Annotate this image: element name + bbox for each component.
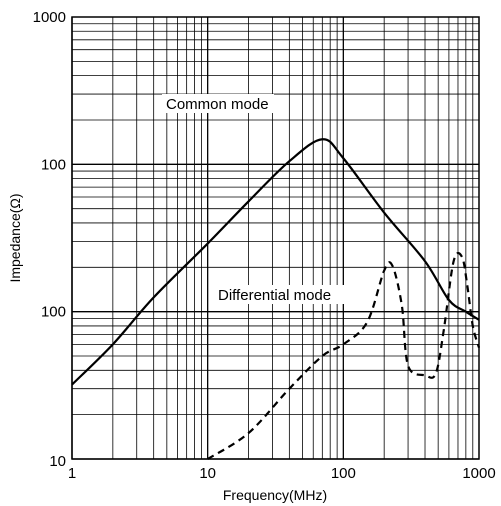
annotation-common-bg <box>162 94 274 113</box>
y-tick-labels: 10100100100010000 <box>33 9 66 470</box>
y-axis-title: Impedance(Ω) <box>7 193 23 282</box>
x-tick-label: 1000 <box>462 465 495 482</box>
annotation-differential-bg <box>214 285 364 304</box>
minor-gridlines <box>72 17 479 459</box>
y-tick-label: 100 <box>41 156 66 173</box>
major-gridlines <box>71 17 479 460</box>
x-tick-label: 10 <box>199 465 216 482</box>
series-layer <box>71 138 481 460</box>
x-tick-label: 1 <box>68 465 76 482</box>
x-tick-label: 100 <box>331 465 356 482</box>
y-tick-label: 100 <box>41 304 66 321</box>
y-tick-label: 1000 <box>33 9 66 26</box>
plot-frame <box>71 16 480 460</box>
y-tick-label: 10 <box>49 453 66 470</box>
x-axis-title: Frequency(MHz) <box>223 487 327 503</box>
x-tick-labels: 1 10 100 1000 <box>68 465 496 482</box>
annotation-common-mode: Common mode <box>166 96 269 113</box>
annotation-differential-mode: Differential mode <box>218 287 331 304</box>
common-mode-line <box>71 138 480 386</box>
